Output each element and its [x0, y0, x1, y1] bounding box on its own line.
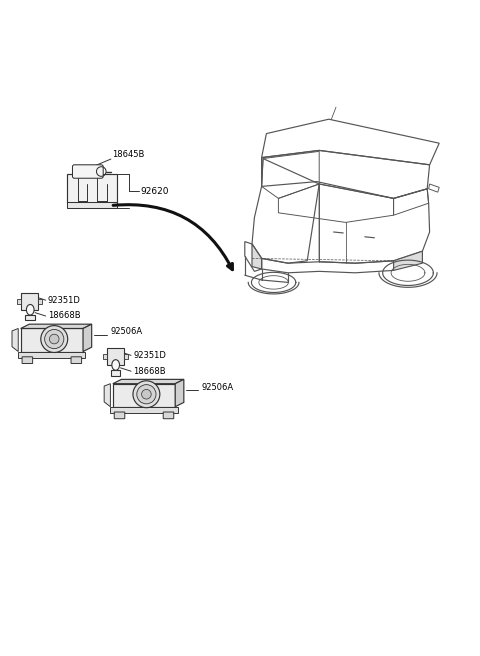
Ellipse shape [26, 304, 34, 315]
Circle shape [142, 390, 151, 399]
FancyBboxPatch shape [103, 354, 107, 359]
FancyBboxPatch shape [71, 357, 82, 363]
Circle shape [137, 384, 156, 404]
FancyBboxPatch shape [22, 357, 33, 363]
Text: 92351D: 92351D [133, 351, 166, 360]
Circle shape [45, 329, 64, 348]
FancyBboxPatch shape [124, 354, 128, 359]
Text: 18668B: 18668B [133, 367, 166, 376]
Circle shape [41, 325, 68, 352]
Text: 92620: 92620 [140, 187, 168, 195]
Text: 92506A: 92506A [202, 382, 234, 392]
Text: 18645B: 18645B [112, 150, 144, 159]
Polygon shape [104, 384, 110, 407]
Polygon shape [252, 244, 262, 269]
Polygon shape [394, 251, 422, 270]
Polygon shape [113, 379, 184, 384]
Polygon shape [113, 384, 175, 407]
FancyBboxPatch shape [107, 348, 124, 365]
FancyBboxPatch shape [111, 370, 120, 375]
Polygon shape [83, 324, 92, 352]
FancyBboxPatch shape [110, 407, 178, 413]
FancyBboxPatch shape [72, 165, 103, 178]
FancyBboxPatch shape [67, 174, 117, 203]
Text: 92351D: 92351D [48, 296, 81, 304]
FancyBboxPatch shape [18, 352, 85, 358]
Circle shape [133, 380, 160, 407]
Text: 92506A: 92506A [110, 327, 143, 337]
Polygon shape [21, 329, 83, 352]
FancyBboxPatch shape [38, 299, 42, 304]
FancyBboxPatch shape [17, 299, 21, 304]
FancyBboxPatch shape [163, 412, 174, 419]
FancyBboxPatch shape [114, 412, 125, 419]
FancyBboxPatch shape [67, 202, 117, 208]
Text: 18668B: 18668B [48, 312, 81, 321]
Polygon shape [175, 379, 184, 407]
FancyBboxPatch shape [21, 293, 38, 310]
Polygon shape [21, 324, 92, 329]
FancyBboxPatch shape [25, 315, 35, 320]
Circle shape [49, 335, 59, 344]
Polygon shape [12, 329, 18, 352]
Ellipse shape [112, 359, 120, 370]
